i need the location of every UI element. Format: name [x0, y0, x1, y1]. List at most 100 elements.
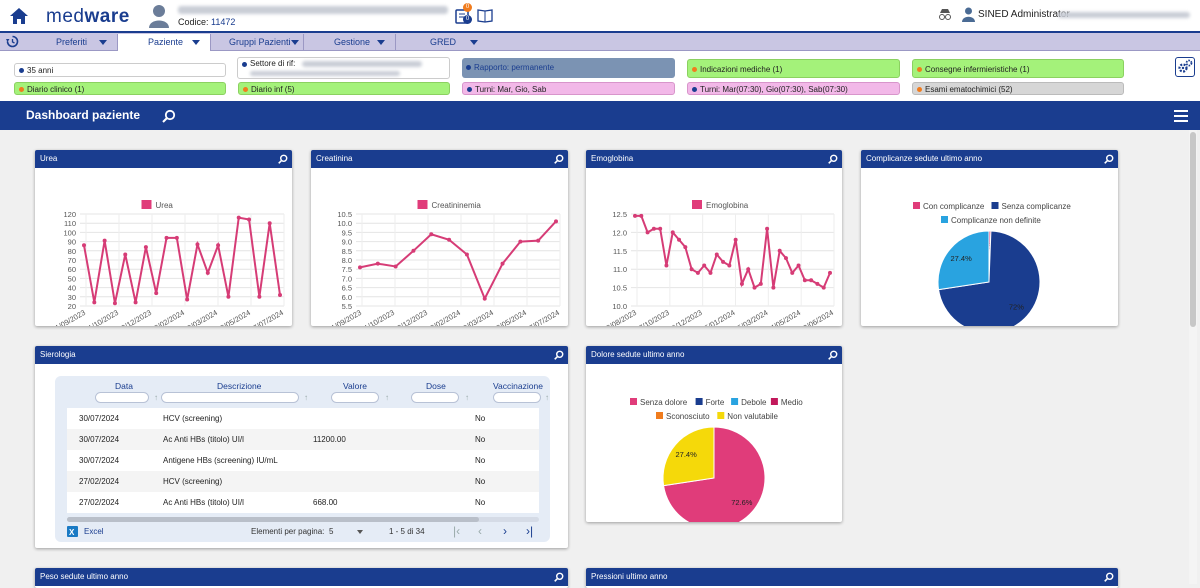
table-cell: 30/07/2024 — [67, 429, 151, 450]
y-tick-label: 50 — [68, 274, 76, 283]
indicazioni-mediche-pill[interactable]: Indicazioni mediche (1) — [687, 59, 900, 78]
user-avatar-icon — [962, 7, 975, 22]
search-icon[interactable] — [554, 572, 564, 582]
x-tick-label: 31/10/2023 — [359, 308, 396, 326]
data-point — [677, 237, 682, 242]
table-cell — [385, 492, 463, 513]
data-point — [429, 232, 434, 237]
sort-arrow-icon[interactable]: ↑ — [385, 393, 389, 402]
table-cell — [301, 450, 385, 471]
y-tick-label: 11.0 — [613, 265, 627, 274]
card-header: Emoglobina — [586, 150, 842, 168]
data-point — [411, 248, 416, 253]
legend-label: Senza complicanze — [1002, 202, 1072, 211]
menu-tab-gestione[interactable]: Gestione — [304, 34, 396, 51]
y-tick-label: 60 — [68, 265, 76, 274]
table-row[interactable]: 30/07/2024 Antigene HBs (screening) IU/mL… — [67, 450, 539, 471]
menu-tab-paziente[interactable]: Paziente — [118, 34, 211, 51]
page-scrollbar[interactable] — [1189, 130, 1197, 584]
data-point — [174, 235, 179, 240]
data-point — [92, 300, 97, 305]
history-icon[interactable] — [6, 35, 19, 48]
age-pill: 35 anni — [14, 63, 226, 77]
data-point — [727, 263, 732, 268]
dolore-pie-chart: Senza dolore Forte Debole Medio Sconosciuto N… — [630, 398, 803, 530]
esami-pill[interactable]: Esami ematochimici (52) — [912, 82, 1124, 95]
search-icon[interactable] — [554, 350, 564, 360]
consegne-pill[interactable]: Consegne infermieristiche (1) — [912, 59, 1124, 78]
diario-inf-pill[interactable]: Diario inf (5) — [238, 82, 450, 95]
legend-label: Sconosciuto — [666, 412, 710, 421]
table-cell: No — [463, 471, 539, 492]
slice-label: 27.4% — [676, 450, 698, 459]
notifications[interactable]: 0 0 — [455, 3, 495, 26]
column-header-data[interactable]: Data — [115, 381, 133, 391]
card-header: Sierologia — [35, 346, 568, 364]
settings-button[interactable] — [1175, 57, 1195, 77]
filter-data-input[interactable] — [95, 392, 149, 403]
search-icon[interactable] — [1104, 572, 1114, 582]
table-row[interactable]: 30/07/2024 HCV (screening) No — [67, 408, 539, 429]
search-icon[interactable] — [1104, 154, 1114, 164]
x-tick-label: 18/05/2024 — [491, 308, 528, 326]
hamburger-menu-icon[interactable] — [1174, 110, 1188, 122]
filter-vaccinazione-input[interactable] — [493, 392, 541, 403]
filter-valore-input[interactable] — [331, 392, 379, 403]
search-icon[interactable] — [828, 154, 838, 164]
column-header-descrizione[interactable]: Descrizione — [217, 381, 262, 391]
column-header-dose[interactable]: Dose — [426, 381, 446, 391]
complicanze-card: Complicanze sedute ultimo anno Con compl… — [861, 150, 1118, 334]
search-icon[interactable] — [554, 154, 564, 164]
prev-page-button[interactable]: ‹ — [478, 524, 482, 538]
book-icon[interactable] — [477, 8, 493, 23]
data-point — [375, 261, 380, 266]
search-icon[interactable] — [162, 109, 176, 123]
excel-export-button[interactable]: Excel — [84, 527, 104, 536]
sort-arrow-icon[interactable]: ↑ — [304, 393, 308, 402]
menu-tab-gruppi-pazienti[interactable]: Gruppi Pazienti — [211, 34, 304, 51]
menu-tab-preferiti[interactable]: Preferiti — [26, 34, 118, 51]
table-cell — [385, 471, 463, 492]
diario-clinico-pill[interactable]: Diario clinico (1) — [14, 82, 226, 95]
turni-pill[interactable]: Turni: Mar, Gio, Sab — [462, 82, 675, 95]
y-tick-label: 80 — [68, 247, 76, 256]
filter-descrizione-input[interactable] — [161, 392, 299, 403]
table-cell: HCV (screening) — [151, 471, 301, 492]
data-point — [746, 267, 751, 272]
table-row[interactable]: 27/02/2024 Ac Anti HBs (titolo) UI/l 668.0… — [67, 492, 539, 513]
data-point — [185, 297, 190, 302]
table-row[interactable]: 30/07/2024 Ac Anti HBs (titolo) UI/l 11200… — [67, 429, 539, 450]
next-page-button[interactable]: › — [503, 524, 507, 538]
x-tick-label: 06/12/2023 — [667, 308, 704, 326]
y-tick-label: 12.5 — [612, 210, 627, 219]
incognito-icon[interactable] — [938, 8, 952, 21]
horizontal-scrollbar[interactable] — [67, 517, 539, 522]
data-point — [752, 285, 757, 290]
sort-arrow-icon[interactable]: ↑ — [465, 393, 469, 402]
rapporto-pill[interactable]: Rapporto: permanente — [462, 58, 675, 78]
data-point — [82, 243, 86, 248]
data-point — [205, 270, 210, 275]
x-tick-label: 29/03/2024 — [458, 308, 495, 326]
search-icon[interactable] — [278, 154, 288, 164]
turni-orari-pill[interactable]: Turni: Mar(07:30), Gio(07:30), Sab(07:30… — [687, 82, 900, 95]
data-point — [518, 239, 523, 244]
column-header-valore[interactable]: Valore — [343, 381, 367, 391]
notification-badge: 0 — [463, 15, 472, 24]
filter-dose-input[interactable] — [411, 392, 459, 403]
sort-arrow-icon[interactable]: ↑ — [154, 393, 158, 402]
sort-arrow-icon[interactable]: ↑ — [545, 393, 549, 402]
first-page-button[interactable]: |‹ — [453, 524, 461, 538]
legend-label: Complicanze non definite — [951, 216, 1041, 225]
excel-icon[interactable]: X — [67, 526, 78, 537]
search-icon[interactable] — [828, 350, 838, 360]
last-page-button[interactable]: ›| — [526, 524, 534, 538]
column-header-vaccinazione[interactable]: Vaccinazione — [493, 381, 543, 391]
data-point — [771, 285, 776, 290]
table-row[interactable]: 27/02/2024 HCV (screening) No — [67, 471, 539, 492]
items-per-page-select[interactable]: 5 — [329, 527, 365, 536]
table-cell: No — [463, 429, 539, 450]
menu-tab-gred[interactable]: GRED — [396, 34, 488, 51]
home-icon[interactable] — [9, 7, 29, 25]
x-tick-label: 29/03/2024 — [182, 308, 219, 326]
